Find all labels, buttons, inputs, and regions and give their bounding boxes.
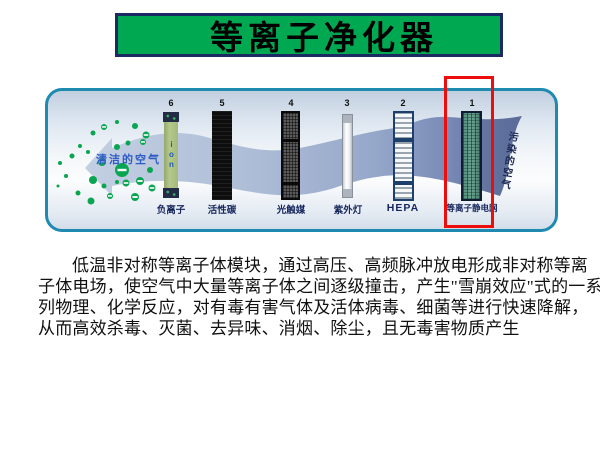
filter-activated-carbon: [212, 111, 232, 200]
title-banner: 等离子净化器: [115, 13, 503, 57]
filter-negative-ion: ion: [163, 112, 179, 198]
stage-number-2: 2: [400, 98, 406, 108]
clean-air-label: 清洁的空气: [96, 154, 161, 166]
lamp-cap: [343, 115, 352, 123]
stage-number-4: 4: [288, 98, 294, 108]
filter-plasma-electrostatic: [461, 111, 482, 201]
stage-label-photocatalyst: 光触媒: [276, 205, 306, 216]
highlight-box: [444, 76, 494, 228]
filter-divider: [283, 139, 298, 142]
filter-cap: [163, 112, 179, 122]
stage-number-5: 5: [219, 98, 225, 108]
filter-divider: [283, 181, 298, 185]
stage-label-activated-carbon: 活性碳: [207, 205, 237, 216]
page-title: 等离子净化器: [210, 19, 438, 56]
stage-label-plasma: 等离子静电网: [446, 203, 498, 213]
ion-particles: [56, 120, 156, 205]
description-line: 从而高效杀毒、灭菌、去异味、消烟、除尘，且无毒害物质产生: [38, 319, 520, 338]
filter-divider: [395, 138, 412, 142]
stage-number-6: 6: [168, 98, 174, 108]
lamp-cap: [343, 189, 352, 197]
description-line: 子体电场，使空气中大量等离子体之间逐级撞击，产生"雪崩效应"式的一系: [38, 277, 600, 296]
filter-uv-lamp: [342, 114, 353, 198]
stage-label-hepa: HEPA: [386, 202, 420, 214]
description-paragraph: 低温非对称等离子体模块，通过高压、高频脉冲放电形成非对称等离 子体电场，使空气中…: [38, 255, 600, 339]
stage-number-3: 3: [344, 98, 350, 108]
filter-hepa: [393, 111, 414, 201]
description-line: 列物理、化学反应，对有毒有害气体及活体病毒、细菌等进行快速降解，: [38, 298, 589, 317]
stage-label-uv-lamp: 紫外灯: [333, 205, 363, 216]
filter-divider: [395, 181, 412, 185]
description-line: 低温非对称等离子体模块，通过高压、高频脉冲放电形成非对称等离: [72, 256, 588, 275]
ion-overlay-label: ion: [167, 140, 176, 170]
stage-number-1: 1: [469, 98, 475, 108]
stage-label-negative-ion: 负离子: [156, 205, 186, 216]
filter-cap: [163, 188, 179, 198]
filter-photocatalyst: [281, 111, 300, 200]
